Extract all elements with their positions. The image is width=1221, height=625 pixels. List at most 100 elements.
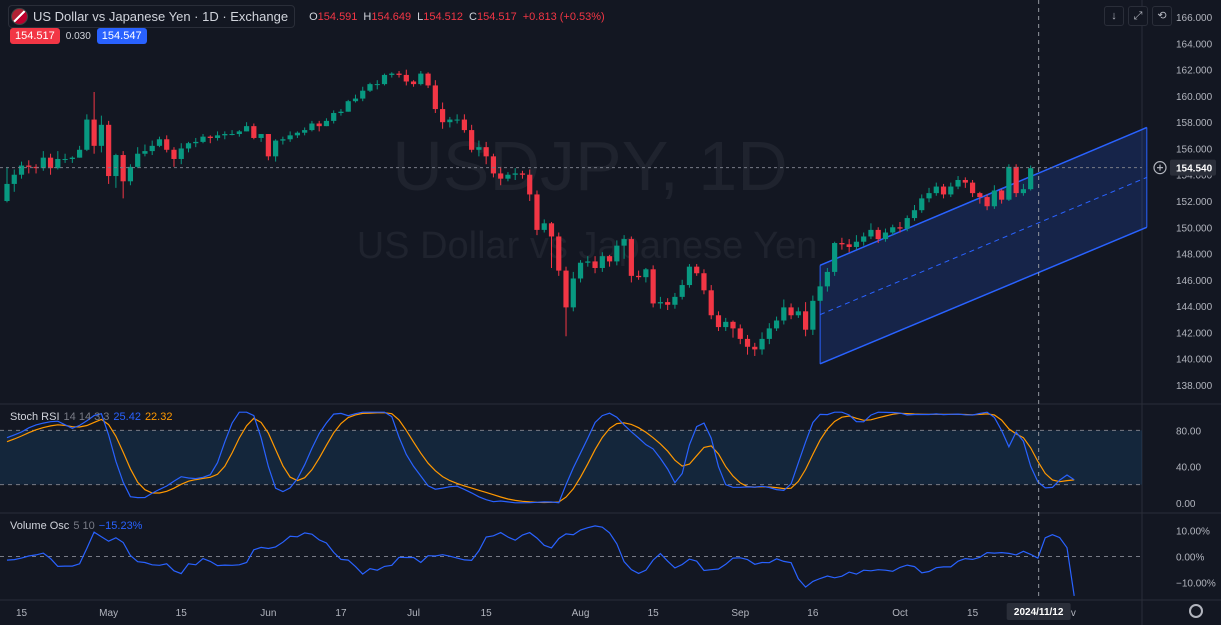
candle-body: [817, 286, 823, 301]
symbol-selector[interactable]: US Dollar vs Japanese Yen · 1D · Exchang…: [8, 5, 296, 28]
candle-body: [512, 173, 518, 175]
regression-channel[interactable]: [819, 126, 1148, 365]
candle-body: [505, 174, 511, 179]
candle-body: [657, 302, 663, 304]
candle-body: [977, 193, 983, 198]
ohlc-low-key: L: [417, 10, 424, 23]
candle-body: [730, 321, 736, 329]
volume-osc-pane: [0, 525, 1142, 596]
time-tick-label: 15: [967, 608, 979, 619]
candle-body: [11, 174, 17, 184]
candle-body: [1028, 168, 1034, 190]
buy-button[interactable]: 154.547: [96, 28, 147, 44]
candle-body: [527, 174, 533, 195]
ohlc-low: 154.512: [423, 10, 464, 23]
candle-body: [302, 130, 308, 133]
stoch-k-line: [6, 411, 1075, 504]
candle-body: [214, 135, 221, 138]
candle-body: [701, 273, 707, 291]
candle-body: [715, 315, 722, 328]
vosc-tick-label: 0.00%: [1176, 553, 1204, 564]
candle-body: [810, 300, 816, 330]
candle-body: [440, 109, 446, 123]
candle-body: [766, 328, 772, 339]
stoch-rsi-pane: [0, 411, 1142, 504]
candle-body: [265, 134, 271, 157]
candle-body: [323, 120, 330, 127]
candle-body: [229, 134, 235, 136]
candle-body: [193, 141, 199, 144]
ohlc-close: 154.517: [476, 10, 517, 23]
candle-body: [628, 239, 634, 276]
price-tick-label: 160.000: [1176, 92, 1213, 103]
spread-value: 0.030: [65, 30, 91, 42]
ohlc-values: O154.591 H154.649 L154.512 C154.517 +0.8…: [309, 11, 605, 23]
ohlc-high-key: H: [363, 10, 372, 23]
price-tick-label: 152.000: [1176, 197, 1213, 208]
candle-body: [795, 311, 801, 316]
gear-icon[interactable]: [1189, 604, 1203, 618]
candle-body: [200, 136, 206, 142]
fullscreen-icon[interactable]: ⤢: [1128, 6, 1148, 26]
price-tick-label: 140.000: [1176, 355, 1213, 366]
candle-body: [113, 155, 119, 177]
stoch-rsi-params: 14 14 3 3: [63, 411, 110, 423]
volume-osc-name: Volume Osc: [10, 520, 70, 532]
refresh-icon[interactable]: ⟲: [1152, 6, 1172, 26]
candle-body: [868, 229, 874, 237]
price-tick-label: 162.000: [1176, 66, 1213, 77]
ohlc-close-key: C: [469, 10, 477, 23]
candle-body: [207, 136, 213, 138]
stoch-rsi-legend[interactable]: Stoch RSI 14 14 3 3 25.42 22.32: [10, 411, 172, 423]
candle-body: [498, 173, 504, 179]
price-tick-label: 144.000: [1176, 302, 1213, 313]
candle-body: [222, 134, 228, 136]
add-alert-icon: [1153, 161, 1167, 175]
volume-osc-legend[interactable]: Volume Osc 5 10 −15.23%: [10, 520, 142, 532]
price-tick-label: 148.000: [1176, 250, 1213, 261]
candle-body: [962, 179, 968, 183]
arrow-down-icon[interactable]: ↓: [1104, 6, 1124, 26]
candle-body: [599, 256, 605, 268]
candle-body: [686, 266, 693, 286]
candle-body: [723, 321, 729, 328]
candle-body: [969, 182, 976, 194]
candle-body: [185, 143, 192, 149]
candle-body: [127, 166, 134, 182]
candle-body: [469, 130, 475, 150]
crosshair: 2024/11/12: [1006, 0, 1071, 620]
candle-body: [171, 149, 177, 159]
candle-body: [621, 239, 627, 246]
candle-body: [338, 111, 344, 114]
chart-toolbar: ↓ ⤢ ⟲: [1104, 6, 1172, 26]
time-tick-label: 15: [481, 608, 493, 619]
candle-body: [40, 157, 46, 169]
candle-body: [875, 229, 881, 240]
sell-button[interactable]: 154.517: [10, 28, 60, 44]
last-price-label: 154.540: [1176, 164, 1213, 175]
candle-body: [294, 132, 300, 136]
candle-body: [236, 131, 242, 135]
watermark-subtitle: US Dollar vs Japanese Yen: [357, 225, 818, 267]
candle-body: [999, 190, 1005, 200]
ohlc-change: +0.813 (+0.53%): [522, 10, 605, 23]
candle-body: [142, 151, 148, 154]
volume-osc-value: −15.23%: [98, 520, 143, 532]
price-tick-label: 142.000: [1176, 328, 1213, 339]
candle-body: [331, 113, 337, 121]
axes: 138.000 140.000 142.000 144.000 146.000 148.0…: [0, 13, 1216, 619]
watermark-title: USDJPY, 1D: [392, 127, 788, 205]
candle-body: [251, 126, 257, 138]
time-tick-label: 15: [16, 608, 28, 619]
time-tick-label: May: [99, 608, 118, 619]
candle-body: [585, 261, 591, 263]
candle-body: [861, 236, 867, 242]
candle-body: [490, 156, 497, 174]
candle-body: [360, 90, 366, 99]
candle-body: [432, 85, 438, 110]
candle-body: [773, 320, 780, 329]
candle-body: [135, 153, 141, 167]
candle-body: [55, 158, 61, 169]
candle-body: [454, 119, 460, 121]
